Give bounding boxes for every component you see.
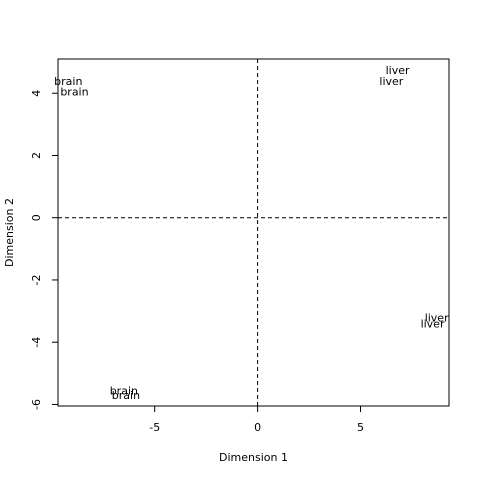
point-label: liver: [379, 75, 403, 88]
plot-frame: [57, 58, 450, 407]
point-label: liver: [386, 64, 410, 77]
point-label: brain: [112, 389, 140, 402]
y-tick-label: -4: [30, 337, 43, 348]
y-tick-label: 2: [30, 152, 43, 159]
y-tick-label: -2: [30, 274, 43, 285]
y-axis-label: Dimension 2: [3, 198, 16, 267]
point-label: liver: [421, 318, 445, 331]
y-tick-label: -6: [30, 399, 43, 410]
reference-lines: [58, 59, 449, 406]
x-axis-label: Dimension 1: [219, 451, 288, 464]
x-tick-label: -5: [149, 421, 160, 434]
x-axis: -5 0 5: [149, 406, 364, 434]
y-tick-label: 0: [30, 214, 43, 221]
y-axis: -6 -4 -2 0 2 4: [30, 90, 58, 410]
point-label: liver: [425, 311, 449, 324]
point-label: brain: [60, 86, 88, 99]
x-tick-label: 0: [254, 421, 261, 434]
y-tick-label: 4: [30, 90, 43, 97]
point-label: brain: [110, 384, 138, 397]
x-tick-label: 5: [357, 421, 364, 434]
point-label: brain: [54, 75, 82, 88]
